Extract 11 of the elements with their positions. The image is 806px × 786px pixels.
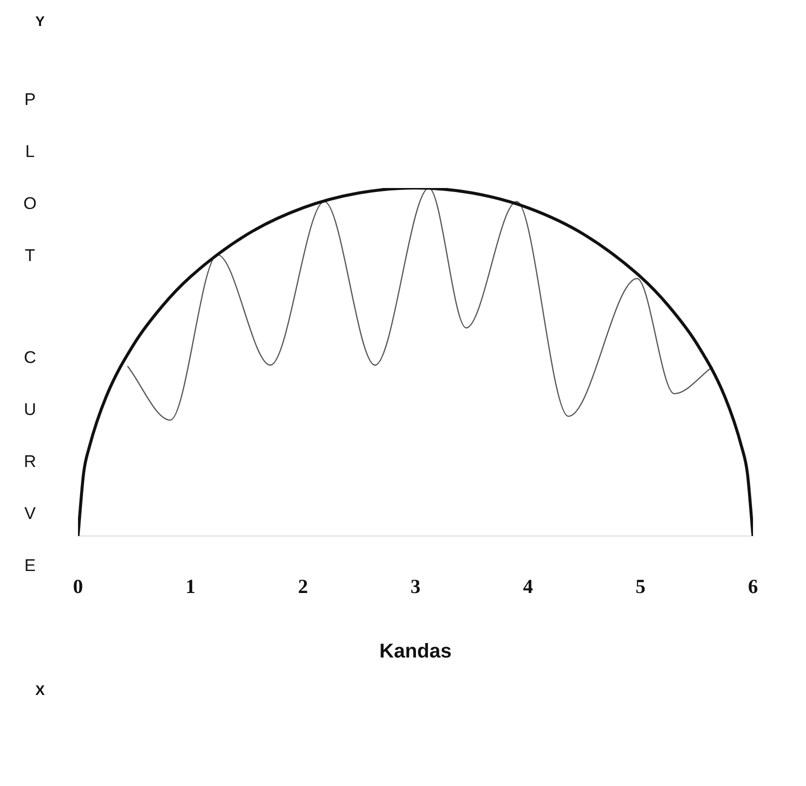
x-tick-label: 2 — [298, 576, 308, 598]
text: Y — [35, 12, 46, 29]
x-axis-title: Kandas — [379, 640, 452, 663]
x-tick-label: 5 — [636, 576, 646, 598]
x-tick-label: 4 — [523, 576, 533, 598]
x-tick-label: 3 — [410, 576, 420, 598]
text: X — [35, 682, 46, 698]
x-tick-label: 6 — [748, 576, 758, 598]
text: PLOT CURVE — [23, 90, 37, 575]
x-tick-label: 1 — [186, 576, 196, 598]
x-tick-label: 0 — [73, 576, 83, 598]
